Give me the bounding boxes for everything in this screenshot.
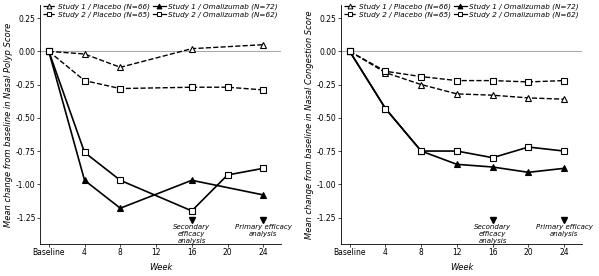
Text: Primary efficacy
analysis: Primary efficacy analysis <box>536 224 592 237</box>
Y-axis label: Mean change from baseline in Nasal Polyp Score: Mean change from baseline in Nasal Polyp… <box>4 22 13 227</box>
X-axis label: Week: Week <box>450 263 473 272</box>
Y-axis label: Mean change from baseline in Nasal Congestion Score: Mean change from baseline in Nasal Conge… <box>305 10 314 239</box>
X-axis label: Week: Week <box>149 263 172 272</box>
Legend: Study 1 / Placebo (N=66), Study 2 / Placebo (N=65), Study 1 / Omalizumab (N=72),: Study 1 / Placebo (N=66), Study 2 / Plac… <box>344 4 579 18</box>
Text: Secondary
efficacy
analysis: Secondary efficacy analysis <box>173 224 210 243</box>
Text: Primary efficacy
analysis: Primary efficacy analysis <box>235 224 292 237</box>
Text: Secondary
efficacy
analysis: Secondary efficacy analysis <box>474 224 511 243</box>
Legend: Study 1 / Placebo (N=66), Study 2 / Placebo (N=65), Study 1 / Omalizumab (N=72),: Study 1 / Placebo (N=66), Study 2 / Plac… <box>43 4 277 18</box>
